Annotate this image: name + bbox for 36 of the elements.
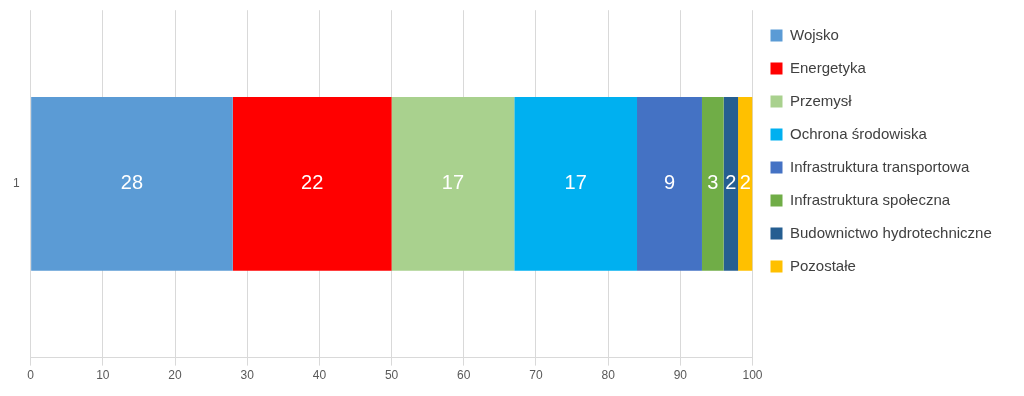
bar [701, 97, 724, 271]
bar [514, 97, 638, 271]
x-tick-label: 30 [240, 368, 255, 383]
data-label: 2 [725, 171, 737, 194]
legend-label: Ochrona środowiska [790, 124, 928, 142]
x-tick-label: 80 [601, 368, 616, 383]
bar [31, 97, 233, 271]
data-label: 9 [663, 171, 676, 194]
x-tick-label: 50 [384, 368, 399, 383]
bar [637, 97, 702, 271]
legend-label: Energetyka [790, 58, 867, 76]
data-label: 17 [441, 171, 465, 194]
legend-label: Wojsko [790, 25, 839, 43]
x-tick-label: 70 [529, 368, 543, 383]
x-tick-label: 0 [27, 368, 35, 383]
bar [738, 97, 753, 271]
legend-label: Infrastruktura społeczna [790, 190, 951, 208]
x-tick-label: 90 [673, 368, 688, 383]
data-label: 17 [564, 171, 587, 194]
data-label: 28 [120, 171, 144, 194]
y-tick-label: 1 [12, 176, 20, 191]
x-tick-label: 40 [312, 368, 327, 383]
x-tick-label: 100 [742, 368, 763, 383]
x-tick-label: 10 [96, 368, 110, 383]
bar [391, 97, 515, 271]
data-label: 22 [301, 171, 324, 194]
x-tick-label: 60 [457, 368, 471, 383]
bar [723, 97, 739, 271]
x-tick-label: 20 [168, 368, 183, 383]
data-label: 3 [707, 171, 719, 194]
bar [232, 97, 392, 271]
legend-label: Infrastruktura transportowa [790, 157, 970, 175]
data-label: 2 [739, 171, 751, 194]
legend-label: Pozostałe [790, 256, 856, 274]
legend-label: Przemysł [790, 91, 853, 109]
legend-label: Budownictwo hydrotechniczne [790, 223, 992, 241]
